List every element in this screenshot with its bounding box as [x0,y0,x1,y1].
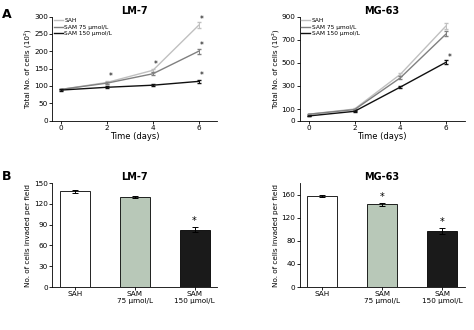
Y-axis label: No. of cells invaded per field: No. of cells invaded per field [25,183,31,286]
Text: *: * [440,217,445,227]
Text: *: * [380,192,384,202]
X-axis label: Time (days): Time (days) [357,132,407,141]
Legend: SAH, SAM 75 μmol/L, SAM 150 μmol/L: SAH, SAM 75 μmol/L, SAM 150 μmol/L [54,18,112,36]
Bar [427,231,457,287]
Text: *: * [154,60,158,69]
Y-axis label: Total No. of cells (10²): Total No. of cells (10²) [271,29,279,108]
Text: *: * [108,72,112,81]
Title: MG-63: MG-63 [365,6,400,16]
X-axis label: Time (days): Time (days) [110,132,159,141]
Text: A: A [2,8,12,21]
Text: *: * [200,71,204,80]
Bar [307,196,337,287]
Text: *: * [200,15,204,24]
Text: B: B [2,170,12,183]
Bar [180,229,210,287]
Text: *: * [200,41,204,50]
Title: LM-7: LM-7 [121,172,148,182]
Bar [60,191,90,287]
Text: *: * [192,216,197,226]
Title: LM-7: LM-7 [121,6,148,16]
Legend: SAH, SAM 75 μmol/L, SAM 150 μmol/L: SAH, SAM 75 μmol/L, SAM 150 μmol/L [301,18,360,36]
Y-axis label: No. of cells invaded per field: No. of cells invaded per field [273,183,279,286]
Title: MG-63: MG-63 [365,172,400,182]
Y-axis label: Total No. of cells (10²): Total No. of cells (10²) [24,29,31,108]
Bar [119,197,150,287]
Text: *: * [447,53,451,62]
Bar [367,204,397,287]
